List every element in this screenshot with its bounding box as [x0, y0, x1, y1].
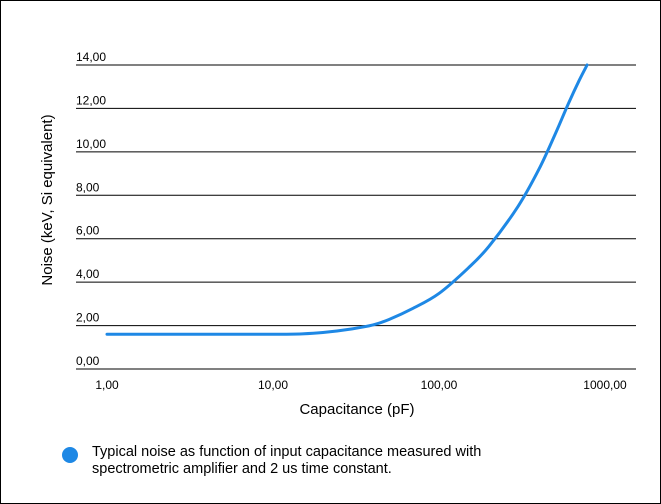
x-tick-labels: 1,00 10,00 100,00 1000,00: [95, 378, 627, 392]
x-axis-title: Capacitance (pF): [299, 401, 414, 418]
x-tick-label: 1000,00: [583, 378, 627, 392]
y-tick-label: 6,00: [76, 224, 100, 238]
x-tick-label: 1,00: [95, 378, 119, 392]
y-tick-label: 12,00: [76, 93, 106, 107]
y-tick-label: 14,00: [76, 50, 106, 64]
y-axis-title: Noise (keV, Si equivalent): [39, 114, 56, 285]
legend-text-line-2: spectrometric amplifier and 2 us time co…: [92, 461, 392, 477]
legend: Typical noise as function of input capac…: [62, 444, 622, 478]
legend-text-line-1: Typical noise as function of input capac…: [92, 444, 482, 460]
x-tick-label: 100,00: [421, 378, 458, 392]
y-tick-label: 8,00: [76, 180, 100, 194]
y-tick-label: 0,00: [76, 354, 100, 368]
y-tick-label: 4,00: [76, 267, 100, 281]
grid-lines: [76, 64, 636, 370]
y-tick-label: 10,00: [76, 137, 106, 151]
legend-label: Typical noise as function of input capac…: [92, 444, 481, 478]
x-tick-label: 10,00: [258, 378, 288, 392]
y-tick-label: 2,00: [76, 311, 100, 325]
legend-marker: [62, 447, 78, 463]
series-line: [105, 63, 589, 336]
y-tick-labels: 0,00 2,00 4,00 6,00 8,00 10,00 12,00 14,00: [76, 50, 106, 368]
